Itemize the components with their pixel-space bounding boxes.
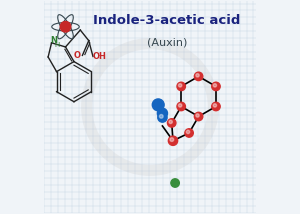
Circle shape [158, 108, 167, 118]
Circle shape [212, 82, 220, 91]
Circle shape [212, 102, 220, 111]
Circle shape [169, 120, 172, 123]
Circle shape [60, 21, 71, 32]
Circle shape [177, 102, 185, 111]
Circle shape [213, 104, 217, 107]
Circle shape [168, 136, 178, 145]
Circle shape [171, 179, 179, 187]
Circle shape [194, 72, 203, 81]
Text: O: O [74, 51, 81, 60]
Text: OH: OH [92, 52, 106, 61]
Circle shape [213, 84, 217, 87]
Circle shape [177, 82, 185, 91]
Circle shape [159, 114, 163, 118]
Text: H: H [54, 42, 59, 48]
Circle shape [186, 130, 190, 134]
Text: Indole-3-acetic acid: Indole-3-acetic acid [93, 14, 241, 27]
Circle shape [167, 119, 176, 127]
Text: (Auxin): (Auxin) [147, 37, 187, 47]
Circle shape [158, 113, 167, 122]
Text: N: N [50, 36, 57, 45]
Circle shape [196, 114, 199, 117]
Circle shape [170, 138, 174, 141]
Circle shape [185, 129, 193, 137]
Circle shape [178, 84, 182, 87]
Circle shape [178, 104, 182, 107]
Circle shape [152, 99, 164, 111]
Circle shape [196, 74, 199, 77]
Circle shape [194, 112, 203, 121]
